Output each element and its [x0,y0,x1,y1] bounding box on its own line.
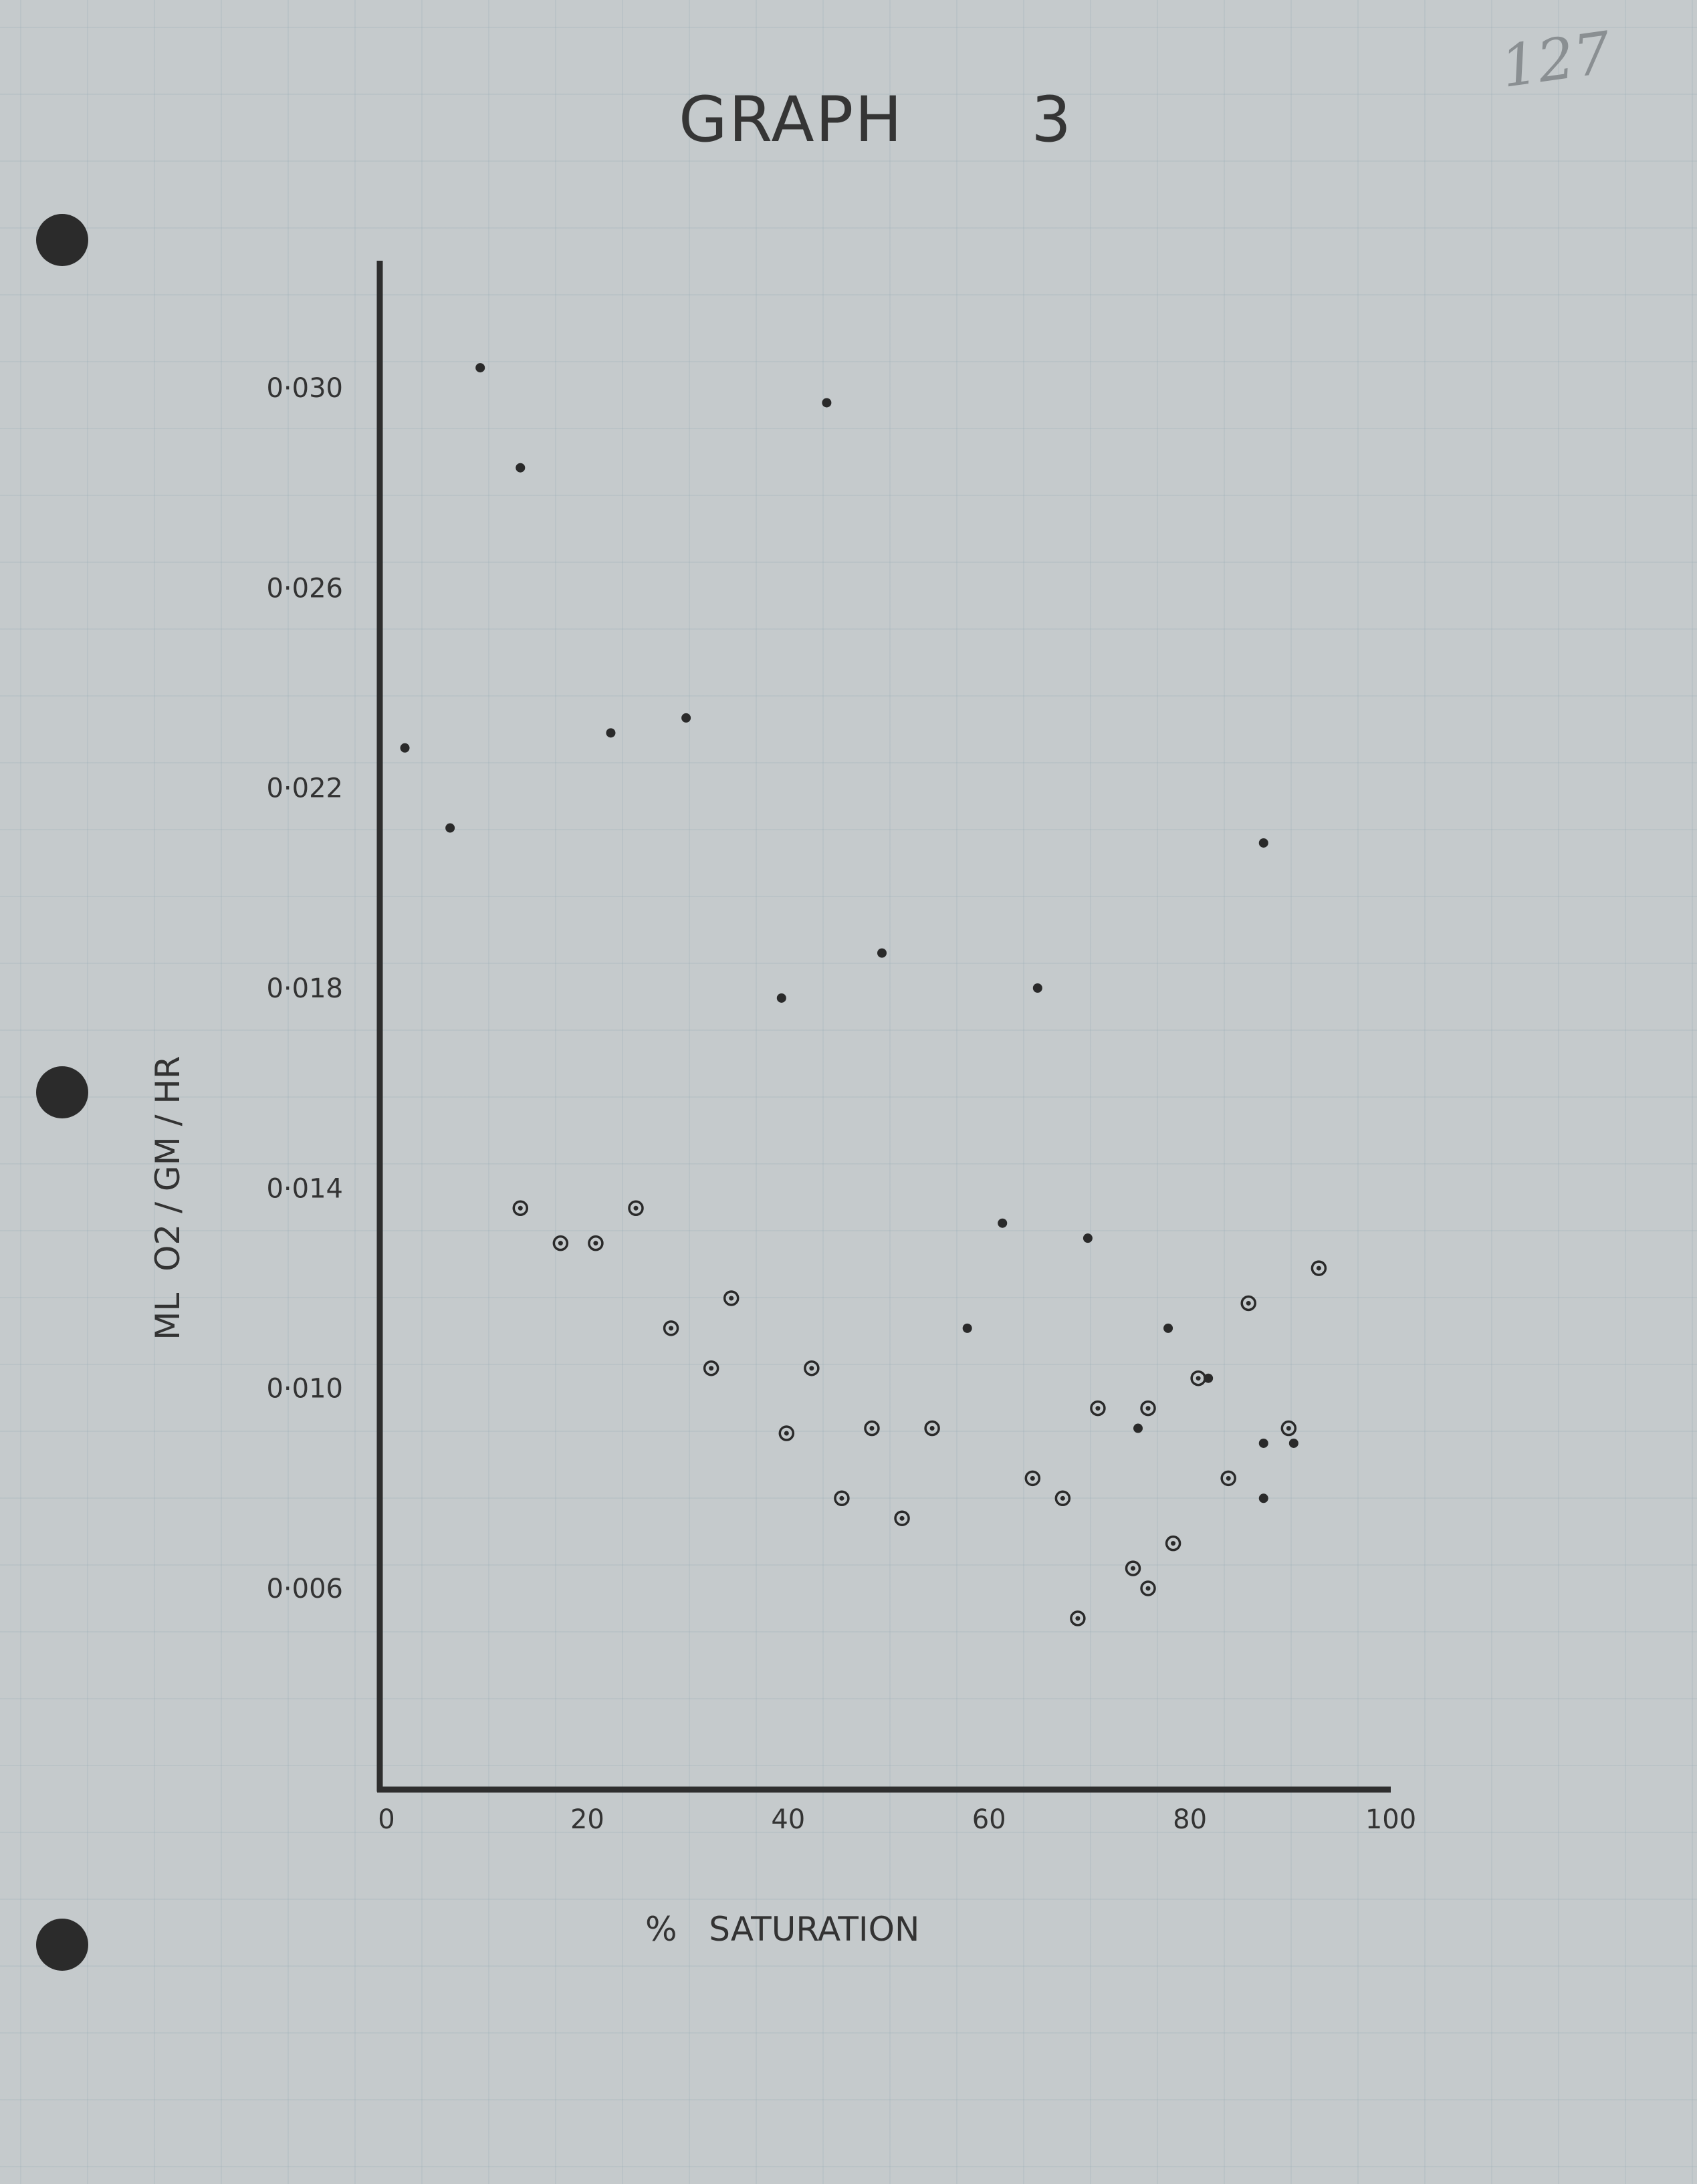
y-axis-label: ML O2 / GM / HR [148,1056,187,1340]
circled-data-point [864,1420,880,1437]
circled-data-point [924,1420,940,1437]
x-tick-label: 100 [1365,1804,1416,1835]
circled-data-point [1125,1560,1141,1576]
circled-data-point [1070,1610,1086,1626]
chart-title: GRAPH 3 [679,84,1073,156]
x-tick-label: 60 [972,1804,1006,1835]
circled-data-point [1140,1580,1156,1596]
solid-data-point [1204,1373,1214,1383]
y-tick-label: 0·010 [266,1374,343,1405]
circled-data-point [628,1200,644,1217]
solid-data-point [475,363,485,373]
solid-data-point [877,948,887,958]
y-tick-label: 0·018 [266,973,343,1004]
y-tick-label: 0·026 [266,573,343,604]
circled-data-point [778,1425,795,1441]
circled-data-point [1090,1400,1106,1417]
x-tick-labels: 0 20 40 60 80 100 [378,1804,1416,1835]
solid-data-point [1083,1233,1093,1243]
circled-data-point [1311,1260,1327,1276]
solid-data-point [400,743,410,753]
circled-data-point [552,1235,569,1251]
x-tick-label: 20 [570,1804,604,1835]
circled-data-point [1165,1535,1181,1552]
circled-data-point [1024,1470,1041,1487]
solid-data-point [1133,1423,1143,1433]
solid-data-point [1032,983,1042,993]
solid-data-point [822,398,832,408]
punch-hole-bottom [36,1919,88,1971]
solid-data-point [445,823,455,833]
circled-data-point [723,1290,740,1306]
circled-data-point [894,1510,910,1526]
x-tick-label: 0 [378,1804,394,1835]
solid-data-point [1163,1323,1173,1333]
y-tick-label: 0·014 [266,1173,343,1204]
solid-data-point [998,1218,1008,1228]
data-points [400,363,1327,1626]
punch-hole-top [36,214,88,266]
circled-data-point [1054,1490,1071,1507]
solid-data-point [681,713,691,723]
x-tick-label: 80 [1173,1804,1207,1835]
circled-data-point [804,1360,820,1376]
circled-data-point [1220,1470,1236,1487]
circled-data-point [1140,1400,1156,1417]
solid-data-point [1258,838,1268,848]
x-tick-label: 40 [771,1804,805,1835]
circled-data-point [663,1320,679,1336]
x-axis-label: % SATURATION [645,1910,919,1949]
circled-data-point [834,1490,850,1507]
circled-data-point [1190,1370,1206,1386]
y-tick-label: 0·030 [266,373,343,404]
solid-data-point [606,728,616,738]
solid-data-point [516,463,526,473]
solid-data-point [1258,1438,1268,1448]
solid-data-point [1288,1438,1298,1448]
punch-hole-middle [36,1066,88,1118]
y-tick-labels: 0·006 0·010 0·014 0·018 0·022 0·026 0·030 [266,373,343,1604]
solid-data-point [962,1323,972,1333]
circled-data-point [703,1360,719,1376]
solid-data-point [1258,1493,1268,1503]
y-tick-label: 0·006 [266,1574,343,1604]
circled-data-point [1280,1420,1297,1437]
axes [376,261,1391,1793]
circled-data-point [1240,1295,1256,1312]
y-tick-label: 0·022 [266,773,343,804]
circled-data-point [588,1235,604,1251]
circled-data-point [512,1200,529,1217]
solid-data-point [776,993,786,1003]
